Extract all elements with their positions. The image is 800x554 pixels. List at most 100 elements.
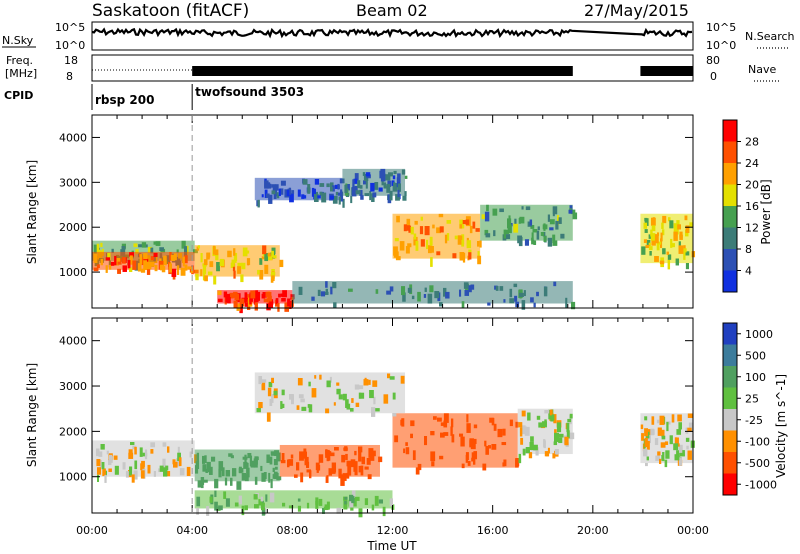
echo-speckle (537, 226, 540, 231)
echo-speckle (676, 429, 682, 435)
echo-speckle (272, 185, 277, 195)
echo-speckle (385, 174, 391, 181)
echo-speckle (645, 463, 648, 467)
echo-speckle (683, 250, 686, 260)
echo-speckle (459, 219, 464, 229)
echo-speckle (269, 398, 273, 406)
echo-speckle (127, 260, 131, 269)
echo-speckle (261, 502, 265, 511)
echo-speckle (105, 265, 108, 273)
echo-speckle (430, 246, 434, 253)
echo-speckle (267, 253, 271, 257)
echo-speckle (553, 414, 557, 424)
echo-speckle (427, 293, 433, 304)
echo-speckle (646, 456, 649, 461)
echo-speckle (314, 179, 320, 185)
echo-speckle (207, 271, 213, 276)
echo-speckle (536, 230, 540, 240)
echo-speckle (518, 289, 523, 296)
echo-speckle (365, 172, 371, 177)
echo-speckle (468, 252, 472, 260)
echo-speckle (176, 458, 181, 467)
echo-speckle (351, 187, 357, 197)
echo-speckle (338, 394, 343, 400)
echo-speckle (436, 251, 441, 256)
echo-speckle (491, 417, 495, 426)
echo-speckle (277, 303, 280, 312)
echo-speckle (258, 499, 263, 506)
echo-speckle (655, 455, 660, 461)
colorbar-tick-label: 12 (745, 222, 759, 235)
echo-speckle (176, 265, 180, 275)
echo-speckle (484, 440, 487, 447)
echo-speckle (234, 502, 239, 507)
echo-speckle (552, 453, 556, 459)
echo-speckle (678, 422, 682, 430)
echo-speckle (143, 253, 148, 260)
echo-speckle (265, 494, 268, 502)
echo-speckle (281, 298, 286, 302)
echo-speckle (405, 246, 410, 254)
echo-speckle (246, 258, 251, 265)
echo-speckle (258, 402, 263, 409)
echo-speckle (560, 233, 565, 239)
echo-speckle (261, 507, 266, 516)
echo-speckle (404, 191, 407, 197)
echo-speckle (300, 472, 304, 483)
echo-region-6 (392, 213, 482, 267)
echo-speckle (646, 441, 650, 450)
echo-speckle (230, 477, 233, 486)
echo-speckle (97, 467, 102, 475)
echo-speckle (685, 263, 690, 270)
echo-region-2 (279, 444, 383, 486)
echo-speckle (266, 303, 271, 311)
colorbar-tick-label: -100 (745, 435, 770, 448)
nsky-trace (91, 27, 693, 39)
echo-speckle (241, 473, 247, 481)
echo-speckle (276, 476, 282, 481)
echo-speckle (471, 452, 475, 461)
echo-speckle (374, 408, 380, 412)
echo-speckle (317, 289, 321, 297)
echo-speckle (349, 494, 354, 502)
echo-speckle (656, 419, 660, 424)
echo-speckle (371, 504, 375, 511)
echo-speckle (415, 241, 419, 251)
echo-speckle (261, 382, 266, 391)
echo-speckle (218, 461, 224, 471)
echo-speckle (153, 252, 158, 257)
echo-speckle (100, 242, 103, 248)
echo-speckle (571, 301, 576, 310)
echo-speckle (273, 390, 278, 396)
freq-label: Freq. (6, 54, 33, 67)
echo-speckle (219, 258, 225, 267)
echo-speckle (297, 505, 302, 512)
echo-speckle (424, 226, 430, 236)
echo-speckle (527, 412, 531, 421)
echo-speckle (96, 448, 100, 457)
echo-speckle (371, 407, 376, 417)
echo-speckle (259, 270, 264, 280)
echo-speckle (439, 302, 443, 307)
echo-speckle (238, 495, 242, 505)
echo-speckle (452, 253, 457, 259)
station-title: Saskatoon (fitACF) (92, 1, 249, 21)
echo-speckle (482, 463, 487, 471)
echo-speckle (547, 214, 551, 222)
echo-speckle (217, 290, 222, 296)
echo-speckle (363, 180, 368, 185)
echo-speckle (662, 229, 665, 236)
echo-speckle (214, 490, 217, 498)
echo-speckle (405, 442, 408, 446)
echo-speckle (351, 496, 355, 504)
echo-speckle (466, 240, 472, 249)
colorbar-segment (723, 163, 737, 185)
echo-speckle (261, 256, 266, 260)
echo-speckle (368, 379, 371, 385)
echo-speckle (184, 264, 188, 271)
echo-speckle (306, 502, 310, 509)
echo-speckle (306, 469, 311, 473)
echo-speckle (666, 251, 669, 255)
echo-speckle (100, 258, 103, 266)
echo-speckle (514, 218, 517, 227)
